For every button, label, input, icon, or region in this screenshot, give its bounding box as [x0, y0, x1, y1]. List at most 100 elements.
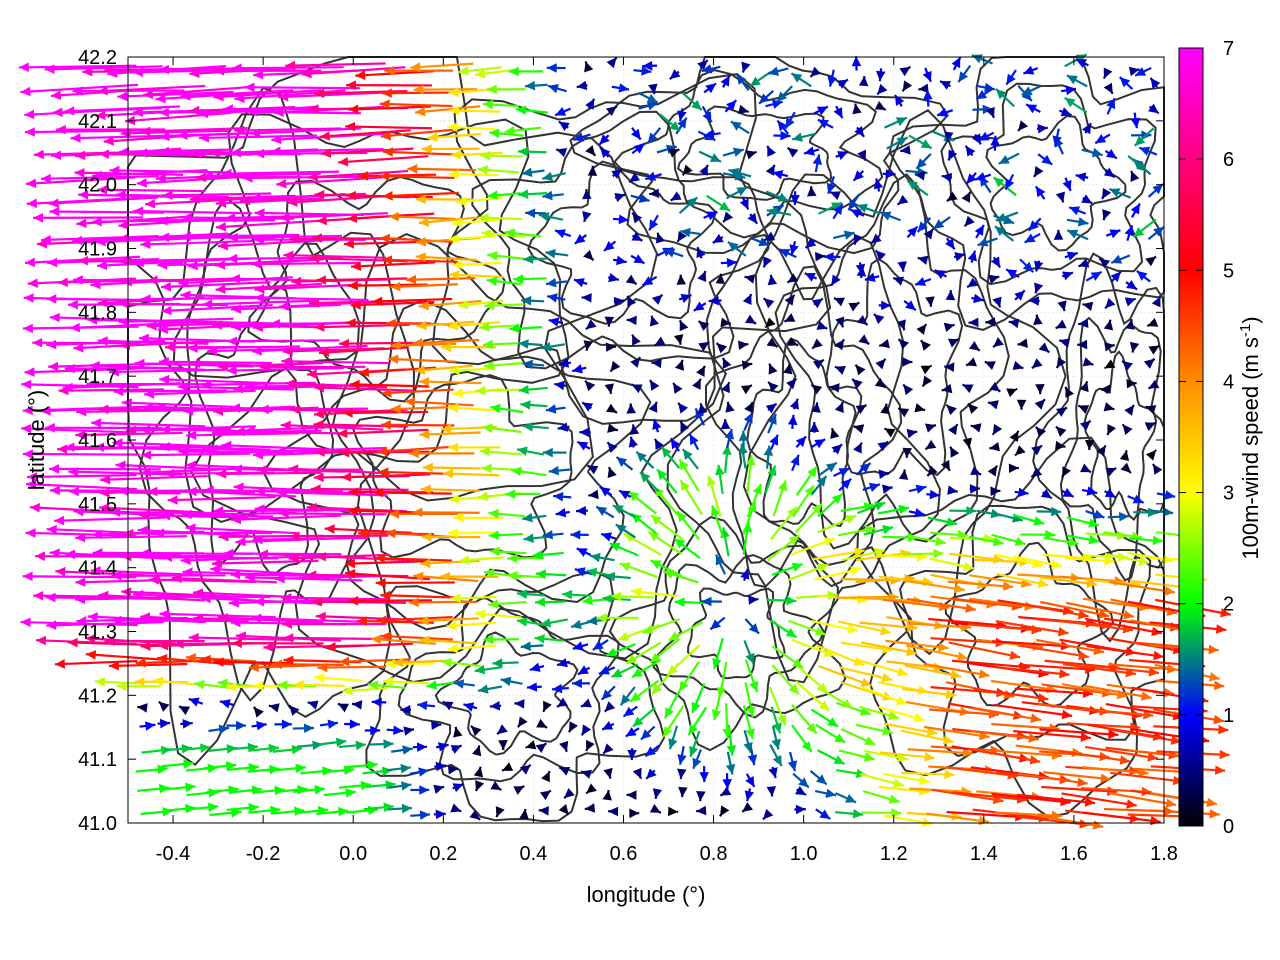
wind-arrow-head: [626, 790, 637, 800]
wind-arrow-head: [987, 465, 998, 477]
wind-arrow-head: [98, 590, 109, 601]
wind-arrow-head: [139, 612, 151, 622]
wind-arrow: [251, 720, 267, 731]
wind-arrow: [518, 189, 548, 199]
wind-arrow-head: [623, 706, 635, 717]
wind-arrow-head: [950, 446, 960, 458]
wind-arrow: [475, 609, 522, 620]
wind-arrow-head: [626, 315, 637, 326]
wind-arrow-shaft: [187, 345, 300, 350]
wind-arrow-head: [780, 130, 791, 141]
wind-arrow-head: [990, 256, 1001, 268]
wind-arrow-head: [583, 249, 594, 261]
wind-arrow: [675, 117, 688, 135]
wind-arrow-head: [24, 367, 35, 377]
wind-arrow: [924, 439, 937, 451]
wind-arrow: [382, 191, 459, 201]
wind-arrow: [520, 400, 548, 410]
wind-arrow-head: [162, 552, 173, 563]
wind-arrow: [996, 572, 1049, 588]
wind-arrow-head: [55, 124, 66, 135]
wind-arrow: [419, 635, 477, 646]
wind-arrow: [1144, 421, 1157, 432]
wind-arrow-shaft: [388, 357, 456, 363]
wind-arrow-shaft: [1043, 771, 1111, 781]
wind-arrow: [447, 764, 459, 775]
wind-arrow-head: [857, 149, 867, 161]
wind-arrow-shaft: [379, 102, 453, 108]
wind-arrow-head: [712, 657, 722, 669]
wind-arrow: [274, 719, 292, 730]
wind-arrow-head: [1014, 290, 1025, 301]
wind-arrow-head: [745, 652, 755, 664]
wind-arrow-shaft: [1066, 722, 1141, 729]
wind-arrow-head: [678, 402, 689, 414]
wind-arrow: [1078, 318, 1089, 329]
wind-arrow: [49, 464, 161, 474]
wind-arrow-head: [478, 213, 489, 223]
wind-arrow-head: [245, 572, 256, 583]
wind-arrow-head: [295, 763, 306, 773]
wind-arrow: [272, 659, 344, 670]
wind-arrow-head: [954, 583, 965, 594]
wind-arrow-head: [381, 388, 392, 398]
wind-arrow-head: [285, 378, 296, 389]
wind-arrow: [160, 281, 271, 292]
wind-arrow-head: [314, 382, 325, 393]
wind-arrow-shaft: [1017, 644, 1089, 659]
wind-arrow: [708, 295, 722, 306]
wind-arrow: [602, 789, 612, 801]
wind-arrow-head: [896, 137, 908, 147]
wind-arrow: [1066, 74, 1088, 88]
wind-arrow-head: [581, 769, 592, 779]
wind-arrow-head: [18, 62, 29, 73]
wind-arrow-head: [1122, 424, 1133, 436]
wind-arrow: [1056, 406, 1068, 417]
wind-arrow: [969, 484, 981, 494]
wind-arrow: [738, 430, 749, 454]
wind-arrow-head: [1056, 357, 1067, 368]
wind-arrow: [442, 700, 454, 711]
wind-arrow-head: [477, 491, 489, 502]
wind-arrow-head: [580, 698, 592, 708]
wind-arrow: [1103, 82, 1114, 95]
wind-arrow: [142, 85, 250, 100]
wind-arrow-head: [584, 803, 596, 813]
wind-arrow: [451, 217, 501, 228]
wind-arrow: [721, 381, 731, 394]
wind-arrow-head: [400, 781, 412, 791]
wind-arrow-head: [1055, 426, 1067, 437]
wind-arrow-head: [141, 450, 152, 460]
wind-arrow-head: [577, 441, 589, 451]
wind-arrow-head: [785, 117, 795, 129]
wind-arrow: [940, 459, 951, 472]
wind-arrow-head: [679, 459, 689, 471]
wind-arrow-head: [118, 233, 129, 244]
wind-arrow: [791, 132, 817, 142]
wind-arrow-head: [1148, 345, 1160, 355]
wind-arrow-head: [922, 375, 933, 387]
wind-arrow-head: [1215, 624, 1227, 634]
wind-arrow: [855, 462, 872, 476]
wind-arrow-head: [1153, 650, 1164, 661]
wind-arrow-head: [111, 571, 122, 581]
wind-arrow: [319, 129, 411, 141]
wind-arrow-head: [710, 505, 720, 517]
wind-arrow-head: [277, 680, 288, 690]
wind-arrow-head: [611, 668, 623, 678]
wind-arrow: [1017, 120, 1029, 132]
wind-arrow-head: [559, 767, 571, 776]
wind-arrow-head: [606, 57, 617, 69]
wind-arrow-head: [823, 252, 834, 262]
wind-arrow-shaft: [1060, 620, 1134, 632]
wind-arrow: [688, 433, 700, 451]
wind-arrow: [154, 528, 273, 538]
wind-arrow-shaft: [370, 637, 436, 645]
wind-arrow: [968, 317, 979, 328]
wind-arrow: [217, 239, 324, 251]
wind-arrow: [840, 728, 876, 746]
wind-arrow: [833, 297, 845, 307]
wind-arrow-shaft: [181, 511, 297, 516]
wind-arrow: [535, 569, 567, 579]
wind-arrow-head: [816, 320, 828, 330]
